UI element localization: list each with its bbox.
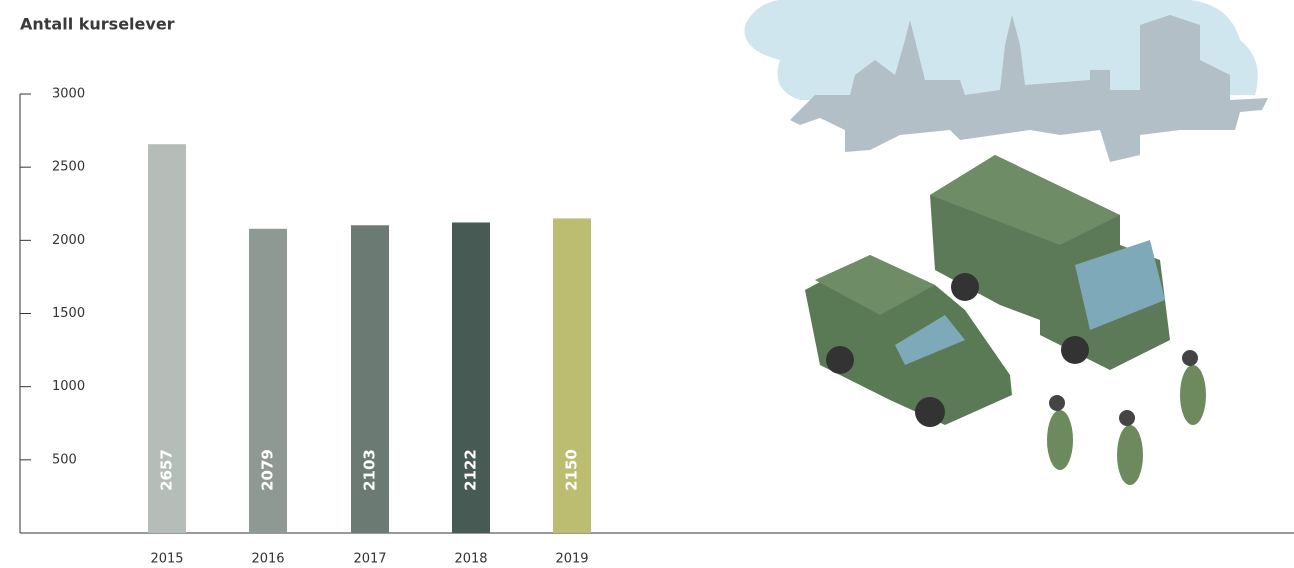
x-tick-label: 2018 [454, 552, 487, 567]
bar [351, 225, 389, 534]
x-tick-label: 2015 [150, 552, 183, 567]
value-label: 2103 [361, 449, 379, 491]
x-tick-label: 2017 [353, 552, 386, 567]
y-tick-label: 2500 [52, 160, 85, 175]
y-tick-label: 2000 [52, 233, 85, 248]
y-tick-label: 1000 [52, 379, 85, 394]
y-tick-label: 3000 [52, 87, 85, 102]
x-tick-label: 2016 [251, 552, 284, 567]
value-label: 2122 [462, 449, 480, 491]
bar [553, 218, 591, 533]
bar [148, 144, 186, 534]
value-label: 2079 [259, 449, 277, 491]
illustration [744, 0, 1268, 485]
chart-title: Antall kurselever [20, 15, 175, 34]
value-label: 2150 [563, 449, 581, 491]
bar [249, 228, 287, 533]
bar [452, 222, 490, 534]
y-tick-label: 1500 [52, 306, 85, 321]
value-label: 2657 [158, 449, 176, 491]
y-tick-label: 500 [52, 452, 77, 467]
x-tick-label: 2019 [555, 552, 588, 567]
